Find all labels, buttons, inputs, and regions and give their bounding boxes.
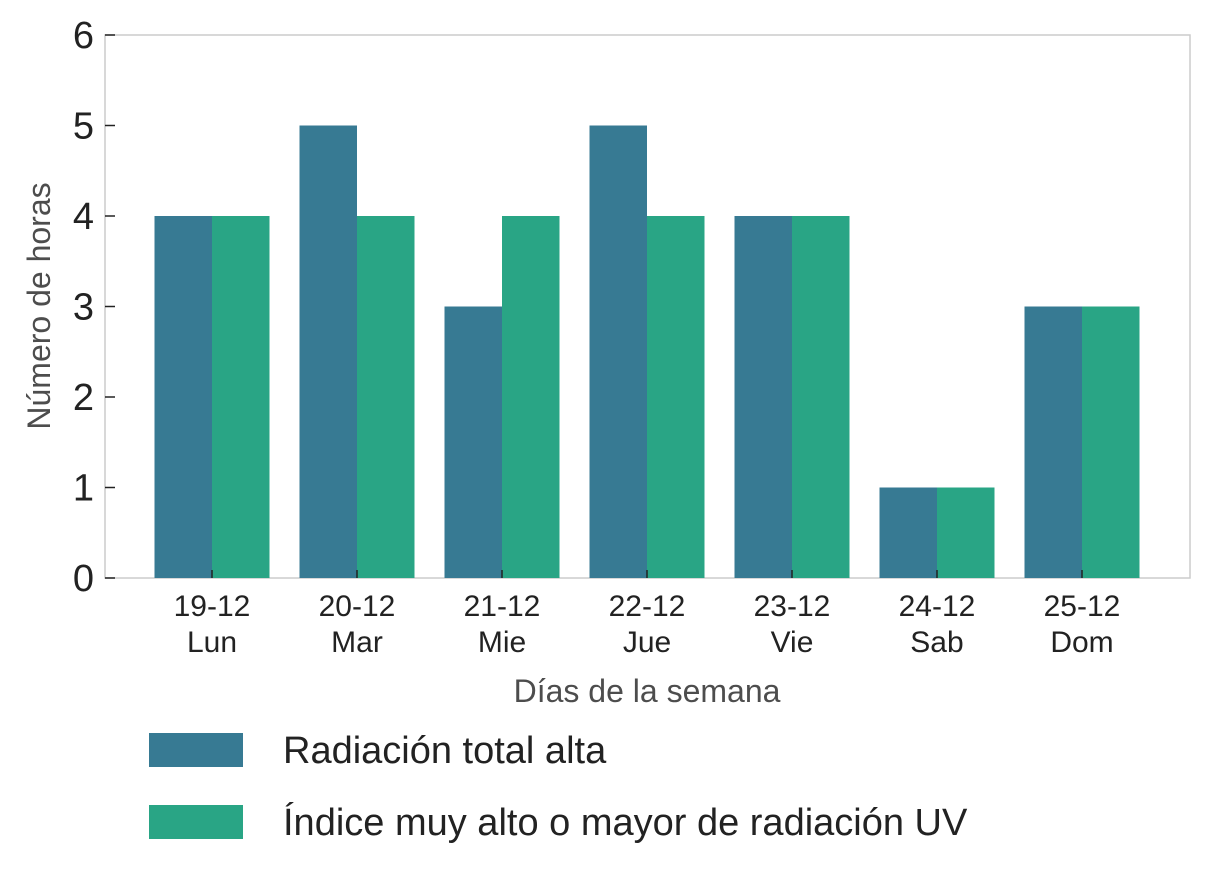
legend-swatch-radiacion-total [149,733,243,767]
bar-indice-uv-19-12 [212,216,270,578]
legend: Radiación total alta Índice muy alto o ma… [149,730,968,844]
y-axis-title: Número de horas [21,182,57,429]
x-tick-label-day: Mar [331,626,383,659]
y-tick-label: 3 [73,287,94,329]
y-tick-label: 5 [73,106,94,148]
x-tick-label-day: Mie [478,626,526,659]
x-tick-label-date: 24-12 [899,590,976,623]
x-tick-label-date: 25-12 [1044,590,1121,623]
bar-indice-uv-22-12 [647,216,705,578]
x-axis-title: Días de la semana [514,673,781,709]
bar-indice-uv-24-12 [937,487,995,578]
legend-label-indice-uv: Índice muy alto o mayor de radiación UV [283,801,968,844]
x-tick-label-day: Jue [623,626,671,659]
y-tick-label: 6 [73,15,94,57]
x-tick-label-date: 19-12 [174,590,251,623]
bar-radiacion-total-20-12 [299,125,357,578]
y-tick-label: 0 [73,558,94,600]
y-tick-label: 2 [73,377,94,419]
bar-indice-uv-23-12 [792,216,850,578]
legend-label-radiacion-total: Radiación total alta [283,730,607,772]
bar-radiacion-total-19-12 [154,216,212,578]
y-tick-label: 4 [73,196,94,238]
bar-radiacion-total-24-12 [879,487,937,578]
x-tick-label-day: Dom [1050,626,1113,659]
bar-indice-uv-20-12 [357,216,415,578]
x-tick-label-date: 21-12 [464,590,541,623]
x-tick-label-date: 20-12 [319,590,396,623]
bars-group [154,125,1140,578]
bar-radiacion-total-25-12 [1024,306,1082,578]
x-tick-label-date: 23-12 [754,590,831,623]
bar-indice-uv-25-12 [1082,306,1140,578]
x-tick-label-day: Lun [187,626,237,659]
bar-indice-uv-21-12 [502,216,560,578]
x-tick-label-date: 22-12 [609,590,686,623]
x-tick-label-day: Sab [910,626,963,659]
y-tick-label: 1 [73,468,94,510]
bar-radiacion-total-23-12 [734,216,792,578]
bar-radiacion-total-21-12 [444,306,502,578]
y-axis: 0 1 2 3 4 5 6 [73,15,115,600]
bar-radiacion-total-22-12 [589,125,647,578]
legend-swatch-indice-uv [149,805,243,839]
x-tick-label-day: Vie [771,626,814,659]
